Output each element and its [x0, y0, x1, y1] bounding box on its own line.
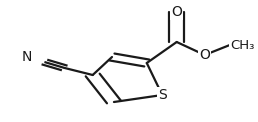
Text: S: S	[158, 88, 167, 102]
Text: N: N	[22, 50, 32, 64]
Text: O: O	[171, 5, 182, 19]
Text: CH₃: CH₃	[230, 39, 254, 51]
Text: O: O	[199, 48, 210, 62]
